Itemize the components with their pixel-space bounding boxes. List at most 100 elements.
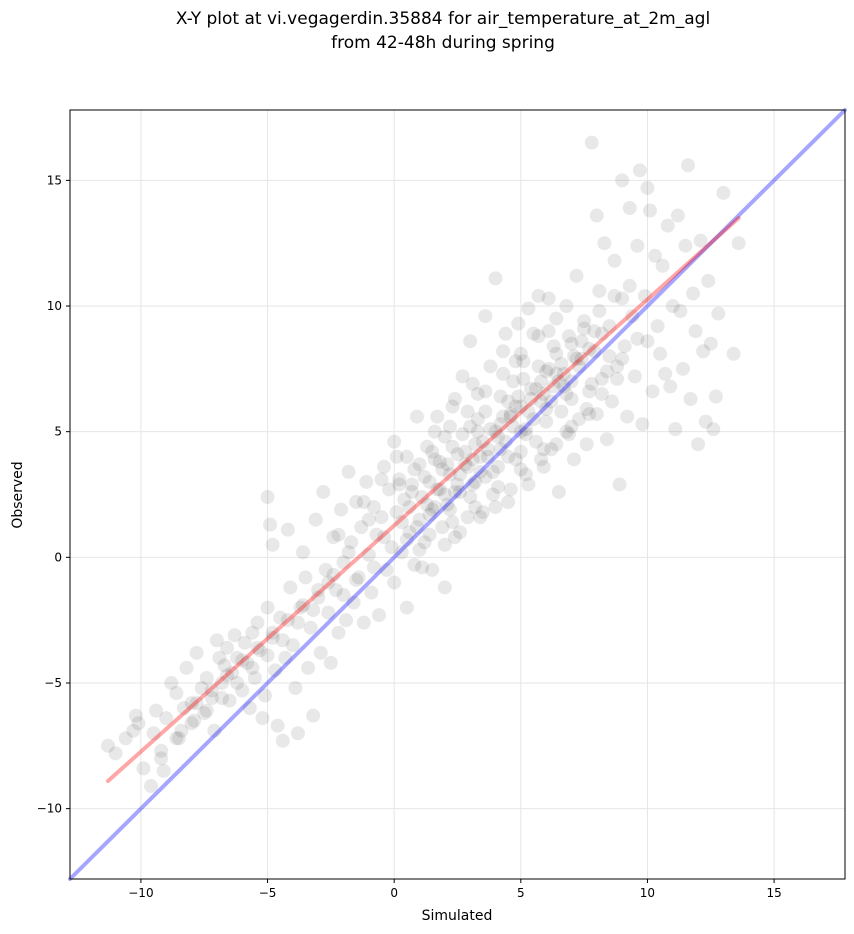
data-point-377 [546, 339, 561, 354]
data-point-39 [242, 701, 257, 716]
x-tick-label-5: 15 [766, 886, 781, 900]
data-point-180 [569, 268, 584, 283]
data-point-89 [364, 585, 379, 600]
data-point-320 [184, 716, 199, 731]
data-point-330 [250, 640, 265, 655]
data-point-122 [437, 429, 452, 444]
data-point-3 [126, 723, 141, 738]
data-point-392 [536, 442, 551, 457]
data-point-27 [209, 633, 224, 648]
data-point-379 [577, 321, 592, 336]
data-point-168 [541, 324, 556, 339]
data-point-173 [554, 404, 569, 419]
data-point-305 [587, 324, 602, 339]
data-point-19 [184, 696, 199, 711]
data-point-60 [290, 726, 305, 741]
data-point-317 [230, 675, 245, 690]
data-point-150 [501, 495, 516, 510]
data-point-203 [622, 201, 637, 216]
data-point-127 [447, 530, 462, 545]
data-point-299 [496, 409, 511, 424]
data-point-318 [214, 691, 229, 706]
data-point-237 [706, 422, 721, 437]
data-point-391 [513, 462, 528, 477]
data-point-144 [488, 424, 503, 439]
data-point-35 [230, 650, 245, 665]
x-tick-label-1: −5 [259, 886, 277, 900]
data-point-55 [278, 650, 293, 665]
data-point-118 [427, 424, 442, 439]
data-point-59 [288, 681, 303, 696]
data-point-111 [412, 512, 427, 527]
data-point-95 [379, 562, 394, 577]
data-point-253 [508, 399, 523, 414]
data-point-177 [564, 392, 579, 407]
data-point-306 [602, 349, 617, 364]
data-point-103 [397, 492, 412, 507]
data-point-137 [470, 386, 485, 401]
data-point-388 [445, 515, 460, 530]
data-point-263 [442, 502, 457, 517]
data-point-319 [199, 703, 214, 718]
data-point-309 [349, 572, 364, 587]
data-point-283 [491, 429, 506, 444]
data-point-160 [523, 381, 538, 396]
data-point-179 [567, 452, 582, 467]
data-point-113 [417, 535, 432, 550]
data-point-217 [655, 258, 670, 273]
data-point-123 [437, 580, 452, 595]
y-tick-label-4: 10 [47, 299, 62, 313]
data-point-368 [374, 472, 389, 487]
data-point-206 [630, 238, 645, 253]
data-point-300 [511, 389, 526, 404]
data-point-131 [458, 457, 473, 472]
data-point-269 [503, 407, 518, 422]
data-point-248 [468, 474, 483, 489]
data-point-254 [518, 427, 533, 442]
data-point-353 [594, 386, 609, 401]
x-tick-label-3: 5 [517, 886, 525, 900]
data-point-233 [696, 344, 711, 359]
data-point-341 [496, 366, 511, 381]
data-point-110 [412, 457, 427, 472]
data-point-222 [668, 422, 683, 437]
data-point-181 [572, 412, 587, 427]
data-point-192 [597, 236, 612, 251]
data-point-170 [546, 379, 561, 394]
data-point-85 [354, 520, 369, 535]
data-point-102 [394, 545, 409, 560]
data-point-183 [577, 314, 592, 329]
data-point-271 [523, 392, 538, 407]
data-point-54 [275, 733, 290, 748]
data-point-287 [551, 374, 566, 389]
data-point-358 [399, 532, 414, 547]
data-point-214 [648, 248, 663, 263]
data-point-129 [453, 484, 468, 499]
data-point-325 [326, 567, 341, 582]
data-point-371 [427, 452, 442, 467]
data-point-235 [701, 273, 716, 288]
data-point-152 [506, 374, 521, 389]
data-point-56 [280, 522, 295, 537]
data-point-201 [617, 339, 632, 354]
data-point-76 [331, 625, 346, 640]
data-point-159 [521, 477, 536, 492]
data-point-267 [483, 422, 498, 437]
data-point-156 [513, 444, 528, 459]
data-point-285 [521, 404, 536, 419]
data-point-376 [531, 359, 546, 374]
data-point-9 [149, 703, 164, 718]
data-point-73 [323, 655, 338, 670]
data-point-51 [268, 663, 283, 678]
data-point-15 [171, 731, 186, 746]
data-point-88 [361, 547, 376, 562]
data-point-272 [534, 374, 549, 389]
data-point-270 [513, 424, 528, 439]
data-point-374 [501, 394, 516, 409]
data-point-303 [556, 379, 571, 394]
data-point-260 [402, 500, 417, 515]
data-point-265 [463, 490, 478, 505]
data-point-96 [382, 482, 397, 497]
data-point-178 [564, 336, 579, 351]
data-point-14 [169, 686, 184, 701]
